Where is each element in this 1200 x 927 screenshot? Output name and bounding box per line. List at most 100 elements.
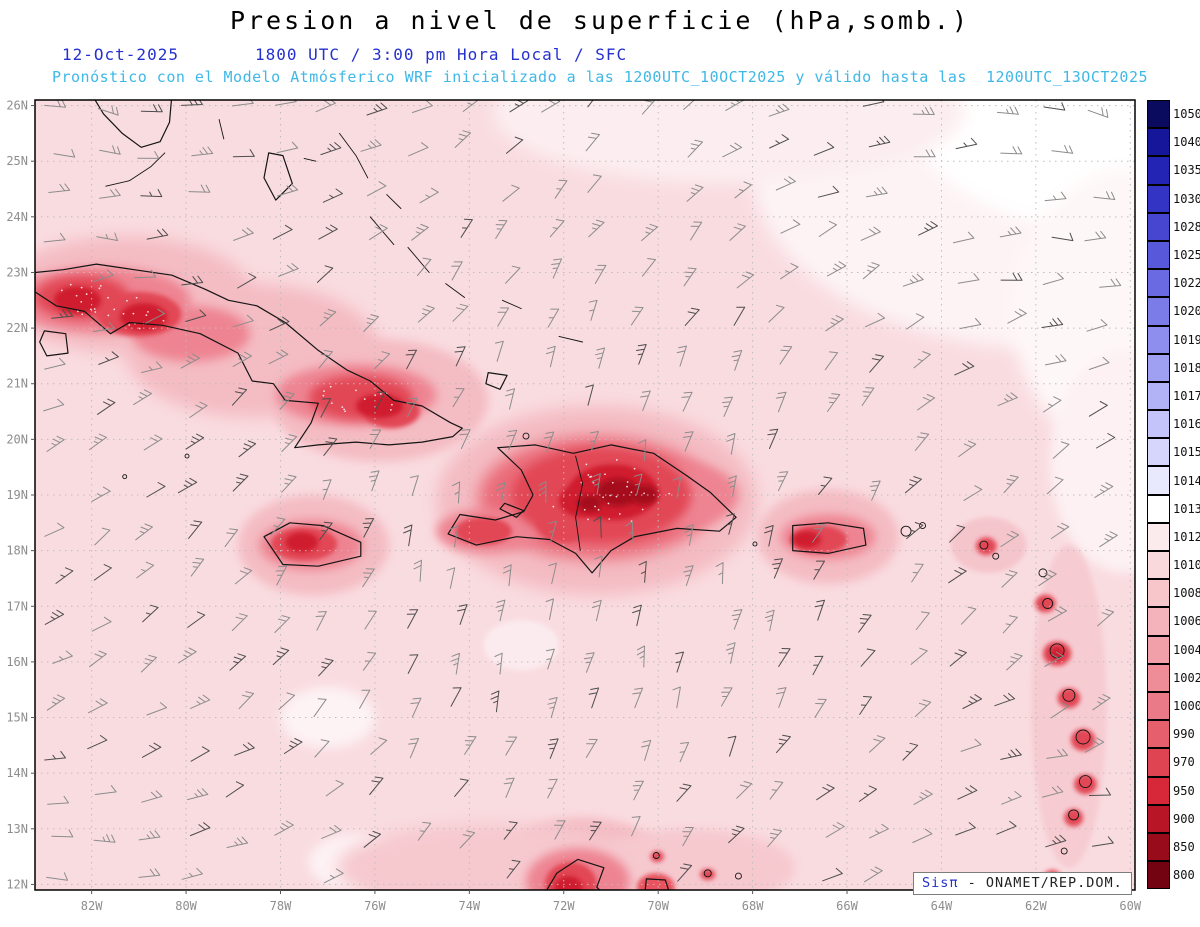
coast-inagua <box>485 372 508 390</box>
wind-barb <box>360 139 382 152</box>
valid-date: 12-Oct-2025 <box>62 45 179 64</box>
wind-barb <box>495 340 504 362</box>
colorbar-swatch <box>1147 663 1170 692</box>
wind-barb <box>272 647 290 666</box>
wind-barb <box>238 691 255 710</box>
wind-barb <box>638 439 647 462</box>
wind-barb <box>862 262 880 280</box>
wind-barb <box>959 318 982 329</box>
wind-barb <box>996 820 1017 835</box>
wind-barb <box>780 219 801 234</box>
wind-barb <box>767 828 783 848</box>
wind-barb <box>728 825 745 844</box>
wind-barb <box>1050 702 1070 719</box>
wind-barb <box>232 149 255 158</box>
lon-label: 62W <box>1025 899 1047 913</box>
wind-barb <box>180 353 200 369</box>
wind-barb <box>547 697 558 719</box>
wind-barb <box>949 649 967 667</box>
colorbar-label: 1010 <box>1173 558 1200 573</box>
wind-barb <box>549 219 565 238</box>
wind-barb <box>323 437 338 456</box>
wind-barb <box>359 689 371 709</box>
colorbar-row: 1004 <box>1147 635 1200 664</box>
wind-barb <box>593 516 602 539</box>
wind-barb <box>858 785 877 802</box>
wind-barb <box>135 523 153 541</box>
wind-barb <box>231 613 248 631</box>
colorbar-swatch <box>1147 100 1170 129</box>
small-island <box>979 540 989 550</box>
wind-barb <box>633 473 643 495</box>
wind-barb <box>683 100 696 110</box>
wind-barb <box>191 146 214 157</box>
wind-barb <box>369 429 382 449</box>
wind-barb <box>272 224 293 240</box>
colorbar-label: 1020 <box>1173 304 1200 319</box>
colorbar-swatch <box>1147 861 1170 890</box>
wind-barb <box>503 821 518 840</box>
wind-barb <box>672 686 681 709</box>
small-island <box>752 541 758 547</box>
shading-blob <box>356 393 404 419</box>
small-island <box>652 852 660 859</box>
wind-barb <box>495 219 508 239</box>
wind-barb <box>769 780 784 800</box>
colorbar-label: 1022 <box>1173 276 1200 291</box>
wind-barb <box>866 186 888 198</box>
wind-barb <box>1089 787 1111 796</box>
coast-florida <box>94 100 173 148</box>
wind-barb <box>459 830 476 849</box>
wind-barb <box>813 560 825 580</box>
wind-barb <box>1046 476 1064 495</box>
coast-isla_juventud <box>39 330 69 357</box>
wind-barb <box>722 142 743 158</box>
wind-barb <box>403 524 413 547</box>
wind-barb <box>318 658 334 677</box>
wind-barb <box>910 647 928 665</box>
wind-barb <box>543 431 555 453</box>
wind-barb <box>814 698 827 718</box>
wind-barb <box>460 218 473 238</box>
colorbar-swatch <box>1147 466 1170 495</box>
wind-barb <box>136 561 155 579</box>
shading-blob <box>636 873 675 890</box>
wind-barb <box>912 106 935 115</box>
wind-barb <box>146 702 168 716</box>
wind-barb <box>229 653 247 671</box>
wind-barb <box>275 565 288 586</box>
wind-barb <box>46 435 65 452</box>
wind-barb <box>143 434 163 451</box>
wind-barb <box>1044 354 1067 366</box>
wind-barb <box>190 694 211 709</box>
wind-barb <box>234 567 253 585</box>
wind-barb <box>642 258 656 277</box>
wind-barb <box>1000 146 1023 155</box>
colorbar-swatch <box>1147 297 1170 326</box>
wind-barb <box>902 273 924 287</box>
wind-barb <box>369 224 388 241</box>
wind-barb <box>1096 433 1116 449</box>
wind-barb <box>1044 651 1064 667</box>
wind-barb <box>46 694 66 711</box>
colorbar-row: 1019 <box>1147 325 1200 354</box>
shading-blob <box>700 868 716 880</box>
wind-barb <box>731 350 743 371</box>
colorbar-row: 1015 <box>1147 438 1200 467</box>
wind-barb <box>585 738 598 758</box>
colorbar-label: 950 <box>1173 783 1195 798</box>
colorbar-label: 1028 <box>1173 219 1200 234</box>
colorbar-swatch <box>1147 551 1170 580</box>
wind-barb <box>547 738 559 759</box>
wind-barb <box>858 614 872 633</box>
wind-barb <box>185 433 205 450</box>
wind-barb <box>1094 482 1114 498</box>
wind-barb <box>545 345 556 368</box>
wind-barb <box>416 257 432 277</box>
shading-blob <box>554 876 583 890</box>
wind-barb <box>1099 531 1118 548</box>
shading-blob <box>483 620 560 671</box>
wind-barb <box>450 652 460 675</box>
wind-barb <box>999 226 1022 238</box>
wind-barb <box>88 698 108 714</box>
